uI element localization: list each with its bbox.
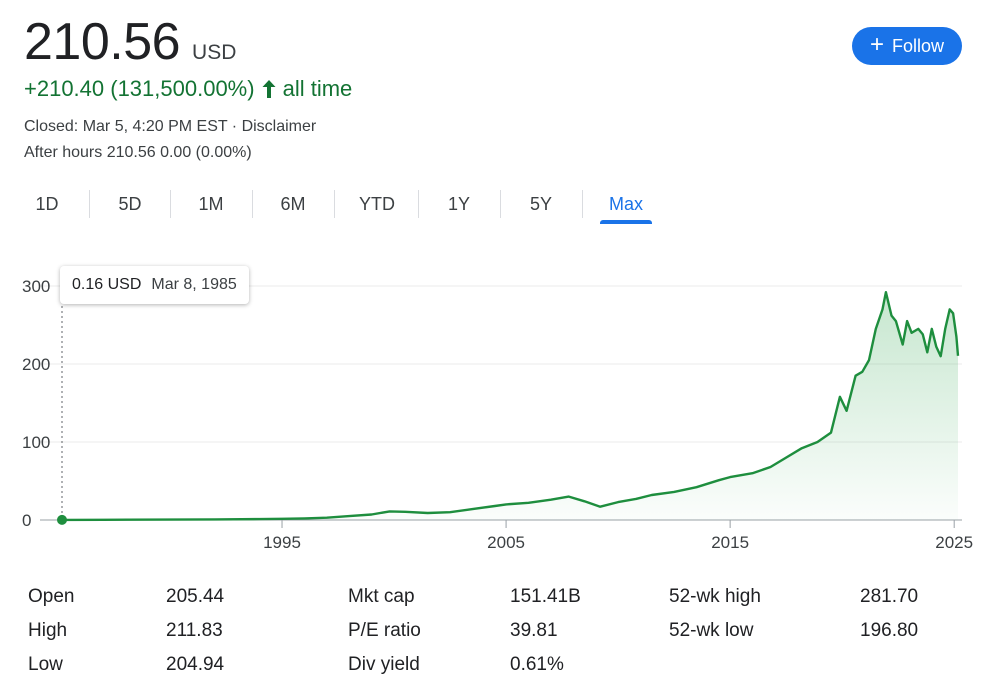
tab-divider — [252, 190, 253, 218]
stat-value-div-yield: 0.61% — [510, 654, 564, 675]
tab-6m[interactable]: 6M — [280, 193, 306, 214]
tab-ytd[interactable]: YTD — [359, 193, 395, 214]
tab-1y[interactable]: 1Y — [447, 193, 471, 214]
chart-tooltip: 0.16 USD Mar 8, 1985 — [60, 266, 249, 304]
currency-label: USD — [192, 41, 237, 64]
plus-icon: + — [869, 31, 884, 58]
tab-divider — [418, 190, 419, 218]
y-tick-label: 200 — [22, 355, 50, 374]
follow-button[interactable]: + Follow — [852, 27, 962, 65]
tab-divider — [500, 190, 501, 218]
stat-label-high: High — [28, 620, 68, 641]
y-tick-label: 300 — [22, 277, 50, 296]
follow-label: Follow — [892, 35, 945, 56]
key-stats: Open 205.44 High 211.83 Low 204.94 Mkt c… — [0, 580, 996, 690]
price-display: 210.56 USD — [24, 12, 236, 72]
after-hours-status: After hours 210.56 0.00 (0.00%) — [24, 144, 252, 161]
stat-value-low: 204.94 — [166, 654, 225, 675]
price-chart[interactable]: 300 200 100 0 1995 2005 2015 2025 — [0, 250, 996, 560]
tooltip-value: 0.16 USD — [72, 276, 142, 293]
price-change: +210.40 (131,500.00%) all time — [24, 76, 352, 102]
arrow-up-icon — [262, 80, 276, 98]
stat-value-high: 211.83 — [166, 620, 223, 641]
stat-value-open: 205.44 — [166, 586, 225, 607]
tab-1d[interactable]: 1D — [35, 193, 59, 214]
tab-divider — [170, 190, 171, 218]
x-tick-label: 2005 — [487, 533, 525, 552]
tooltip-date: Mar 8, 1985 — [151, 276, 237, 293]
change-period: all time — [282, 76, 353, 101]
stat-value-52wk-low: 196.80 — [860, 620, 919, 641]
price-line — [61, 291, 960, 522]
closed-status: Closed: Mar 5, 4:20 PM EST · Disclaimer — [24, 118, 317, 135]
range-tabs: 1D 5D 1M 6M YTD 1Y 5Y Max — [0, 184, 680, 226]
stat-value-pe-ratio: 39.81 — [510, 620, 558, 641]
stat-label-mkt-cap: Mkt cap — [348, 586, 415, 607]
hover-point — [57, 514, 67, 525]
active-tab-indicator — [600, 220, 652, 224]
tab-divider — [89, 190, 90, 218]
price-area — [62, 292, 958, 520]
stat-label-52wk-high: 52-wk high — [669, 586, 761, 607]
change-value: +210.40 (131,500.00%) — [24, 76, 255, 101]
stat-label-pe-ratio: P/E ratio — [348, 620, 421, 641]
tab-5y[interactable]: 5Y — [529, 193, 553, 214]
tab-divider — [334, 190, 335, 218]
stat-label-52wk-low: 52-wk low — [669, 620, 754, 641]
tab-5d[interactable]: 5D — [118, 193, 142, 214]
x-tick-label: 1995 — [263, 533, 301, 552]
stat-label-div-yield: Div yield — [348, 654, 420, 675]
tab-1m[interactable]: 1M — [198, 193, 224, 214]
stat-label-low: Low — [28, 654, 63, 675]
tab-max[interactable]: Max — [608, 193, 643, 214]
stat-label-open: Open — [28, 586, 75, 607]
x-tick-label: 2025 — [935, 533, 973, 552]
x-tick-label: 2015 — [711, 533, 749, 552]
tab-divider — [582, 190, 583, 218]
y-tick-label: 0 — [22, 511, 31, 530]
y-tick-label: 100 — [22, 433, 50, 452]
current-price: 210.56 — [24, 13, 181, 71]
stat-value-52wk-high: 281.70 — [860, 586, 919, 607]
stat-value-mkt-cap: 151.41B — [510, 586, 581, 607]
